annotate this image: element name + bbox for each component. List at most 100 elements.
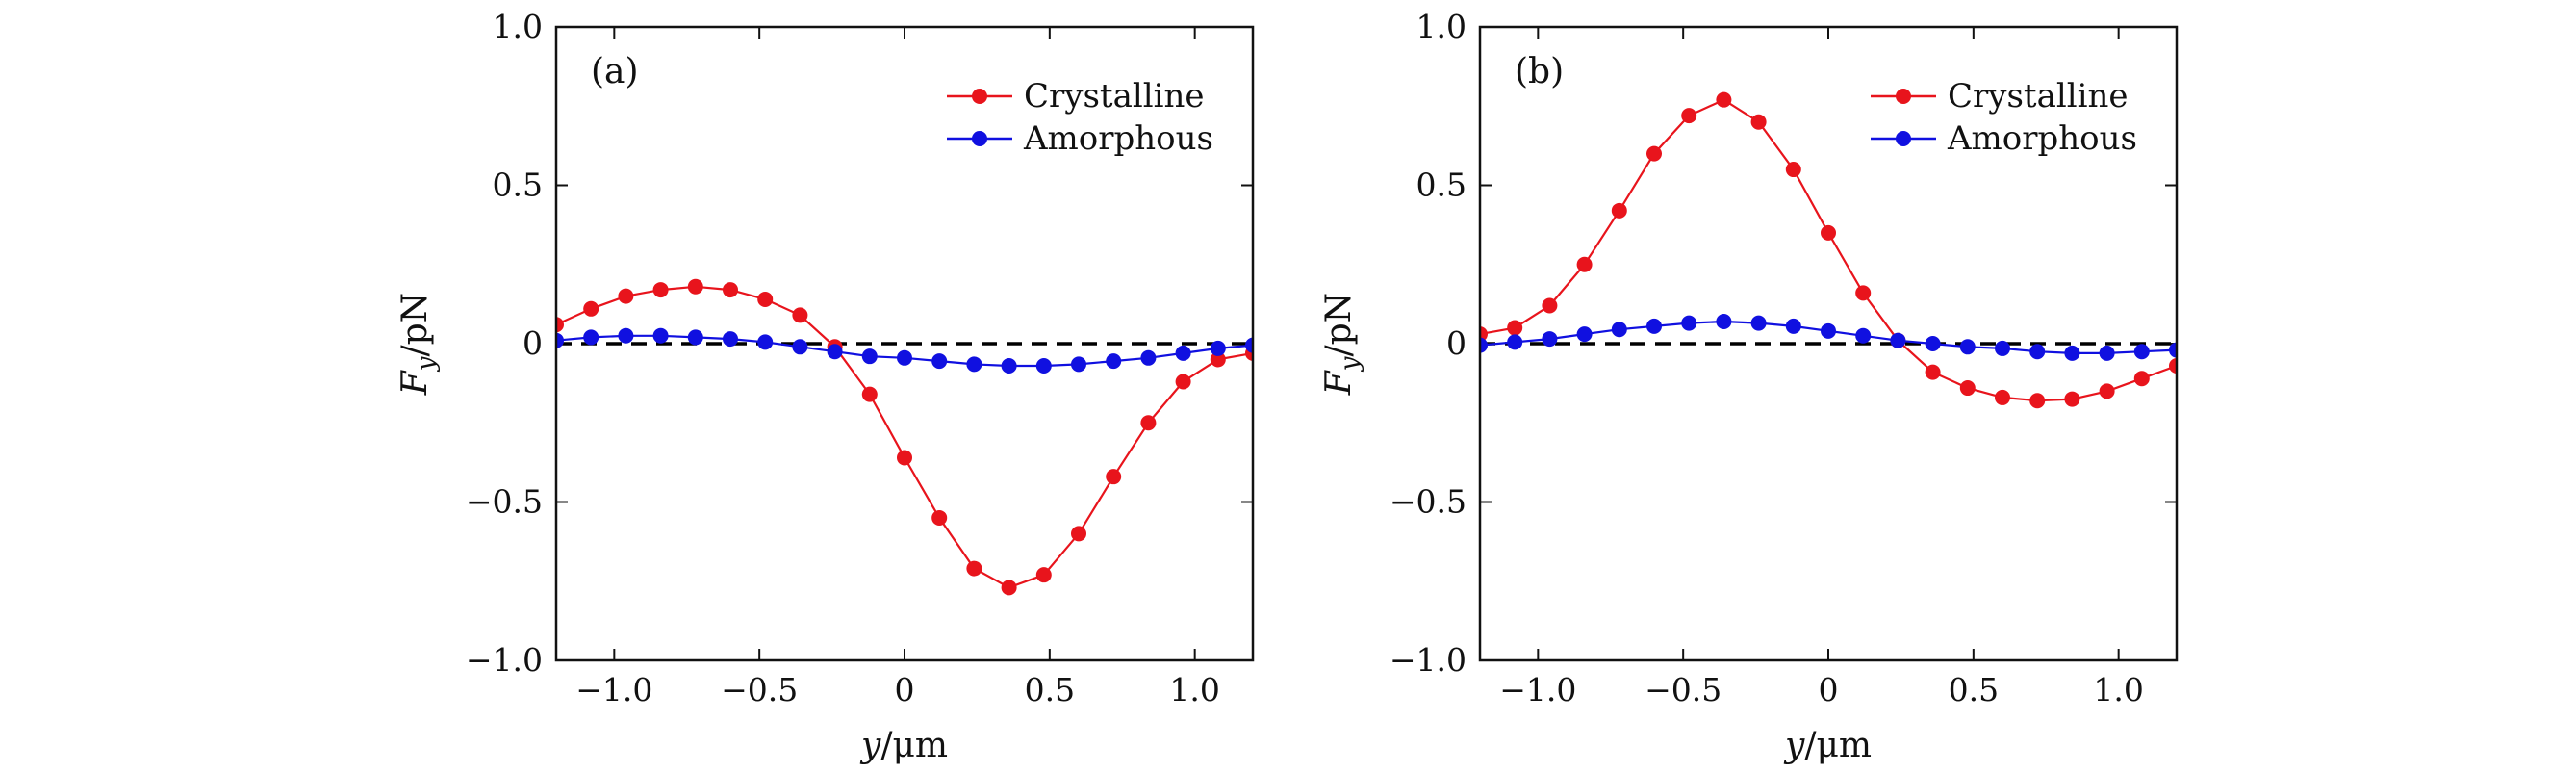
data-point bbox=[1035, 358, 1052, 374]
data-point bbox=[792, 339, 808, 355]
data-point bbox=[1995, 389, 2010, 405]
panel-label: (b) bbox=[1515, 52, 1564, 91]
x-tick-label: −1.0 bbox=[1499, 671, 1576, 709]
x-axis-label-symbol: y bbox=[1783, 726, 1805, 765]
legend-label: Amorphous bbox=[1023, 119, 1213, 158]
x-tick-label: 1.0 bbox=[1169, 671, 1219, 709]
data-point bbox=[966, 560, 982, 577]
data-point bbox=[1576, 326, 1593, 343]
data-point bbox=[618, 288, 634, 304]
data-point bbox=[1925, 364, 1941, 380]
legend-label: Amorphous bbox=[1947, 119, 2137, 158]
data-point bbox=[1140, 349, 1157, 366]
y-tick-label: 0 bbox=[1446, 324, 1467, 362]
x-tick-label: −1.0 bbox=[575, 671, 652, 709]
panel-label: (a) bbox=[591, 52, 639, 91]
data-point bbox=[1785, 162, 1801, 178]
data-point bbox=[618, 327, 634, 344]
data-point bbox=[2133, 371, 2150, 387]
y-axis-label-symbol: F bbox=[395, 369, 435, 396]
x-tick-label: 0 bbox=[1819, 671, 1839, 709]
data-point bbox=[1611, 322, 1627, 338]
data-point bbox=[1071, 526, 1086, 542]
data-point bbox=[723, 282, 738, 298]
data-point bbox=[1716, 313, 1732, 329]
data-point bbox=[1175, 345, 1191, 361]
data-point bbox=[1681, 315, 1697, 331]
series-amorphous bbox=[1480, 313, 2177, 361]
data-point bbox=[1646, 145, 1662, 162]
data-point bbox=[827, 344, 843, 360]
y-tick-label: −0.5 bbox=[1390, 483, 1467, 521]
series-crystalline bbox=[556, 278, 1253, 596]
data-point bbox=[1175, 374, 1191, 390]
data-point bbox=[757, 291, 774, 307]
y-tick-label: 1.0 bbox=[1416, 8, 1467, 45]
data-point bbox=[1542, 297, 1558, 314]
data-point bbox=[931, 509, 948, 526]
x-axis-label-symbol: y bbox=[859, 726, 881, 765]
data-point bbox=[897, 349, 912, 366]
data-point bbox=[1821, 224, 1836, 241]
y-tick-label: 1.0 bbox=[493, 8, 543, 45]
data-point bbox=[687, 278, 703, 295]
data-point bbox=[1106, 469, 1122, 485]
data-point bbox=[1001, 580, 1017, 596]
plot-frame bbox=[1478, 25, 2179, 662]
chart-panel-b: −1.0 −0.5 0 0.5 1.0 −1.0 −0.5 0 0.5 1.0 (b) Crystal… bbox=[1319, 8, 2179, 765]
legend-label: Crystalline bbox=[1024, 77, 1205, 116]
data-point bbox=[2029, 344, 2046, 360]
series-amorphous bbox=[556, 327, 1253, 374]
y-tick-label: 0 bbox=[523, 324, 543, 362]
data-point bbox=[2133, 344, 2150, 360]
data-point bbox=[757, 334, 774, 350]
x-axis-label: y/μm bbox=[1783, 726, 1872, 765]
legend-marker bbox=[1896, 131, 1911, 146]
data-point bbox=[1925, 336, 1941, 351]
data-point bbox=[1750, 114, 1767, 130]
data-point bbox=[792, 307, 808, 323]
data-point bbox=[1821, 322, 1836, 339]
y-axis-label: Fy/pN bbox=[1319, 293, 1365, 396]
x-tick-label: 0.5 bbox=[1025, 671, 1075, 709]
data-point bbox=[652, 327, 669, 344]
data-point bbox=[1995, 340, 2010, 356]
x-axis-label: y/μm bbox=[859, 726, 948, 765]
data-point bbox=[1210, 351, 1226, 368]
data-point bbox=[1750, 315, 1767, 331]
data-point bbox=[1106, 353, 1122, 370]
legend-marker bbox=[972, 131, 987, 146]
data-point bbox=[1646, 318, 1662, 334]
data-point bbox=[1890, 332, 1906, 348]
data-point bbox=[1210, 340, 1226, 356]
data-point bbox=[687, 329, 703, 346]
data-point bbox=[2099, 383, 2115, 399]
data-point bbox=[1245, 337, 1253, 353]
x-axis-label-unit: /μm bbox=[1804, 726, 1872, 765]
y-axis-label-symbol: F bbox=[1319, 369, 1359, 396]
data-point bbox=[861, 386, 878, 402]
x-tick-label: 0 bbox=[895, 671, 915, 709]
data-point bbox=[1035, 567, 1052, 583]
data-point bbox=[723, 331, 738, 348]
y-tick-label: 0.5 bbox=[1416, 167, 1467, 204]
data-point bbox=[1507, 320, 1523, 336]
data-point bbox=[966, 356, 982, 373]
data-point bbox=[1716, 91, 1732, 108]
data-point bbox=[1959, 380, 1976, 397]
data-point bbox=[1542, 331, 1558, 348]
data-point bbox=[2064, 345, 2080, 361]
data-point bbox=[2064, 391, 2080, 407]
plot-frame bbox=[554, 25, 1255, 662]
data-point bbox=[931, 353, 948, 370]
data-point bbox=[1611, 202, 1627, 219]
y-tick-label: −0.5 bbox=[466, 483, 543, 521]
x-axis-label-unit: /μm bbox=[880, 726, 948, 765]
legend-label: Crystalline bbox=[1948, 77, 2129, 116]
data-point bbox=[1507, 334, 1523, 350]
data-point bbox=[897, 450, 912, 466]
x-tick-label: 1.0 bbox=[2093, 671, 2143, 709]
y-axis-label-unit: /pN bbox=[395, 293, 435, 357]
data-point bbox=[583, 300, 599, 317]
y-axis-label-subscript: y bbox=[412, 356, 441, 372]
